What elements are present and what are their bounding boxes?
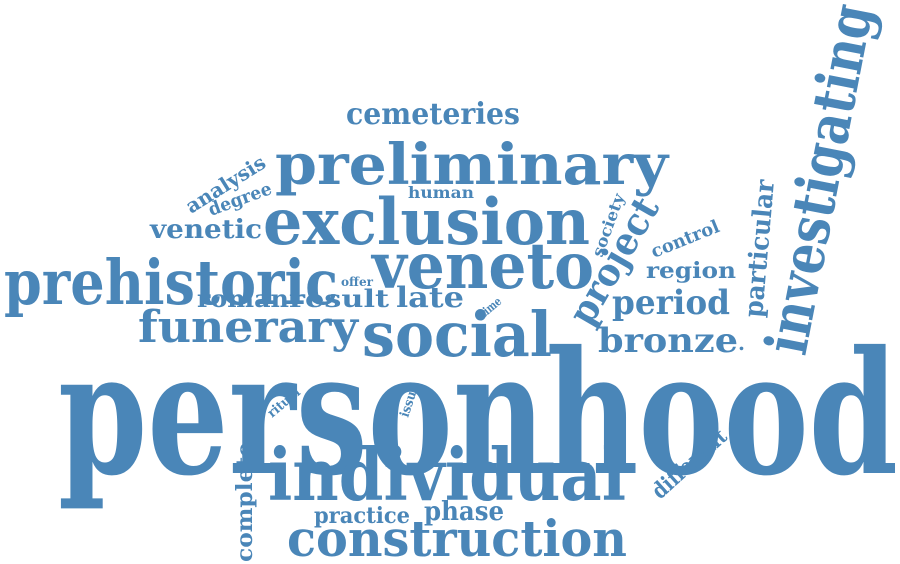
word-venetic: venetic [149, 215, 262, 245]
word-human: human [408, 183, 474, 202]
word-bronze: bronze [598, 321, 738, 361]
word-practice: practice [314, 503, 410, 529]
word-prehistoric: prehistoric [4, 246, 338, 319]
word-social: social [362, 298, 552, 371]
word-individual: individual [268, 432, 626, 517]
word-investigating: investigating [752, 0, 886, 360]
word-veneto: veneto [370, 229, 594, 304]
word-region: region [646, 258, 736, 284]
word-personhood: personhood [58, 314, 898, 514]
word-roman: roman [197, 284, 289, 313]
word-offer: offer [341, 275, 374, 289]
word-result: result [289, 284, 389, 313]
word-late: late [396, 281, 464, 314]
word-phase: phase [424, 497, 504, 527]
word-bronze-dot: . [738, 331, 745, 355]
word-exclusion: exclusion [263, 185, 590, 260]
word-cemeteries: cemeteries [346, 97, 520, 132]
word-period: period [612, 283, 730, 323]
word-complete: complete [232, 442, 258, 562]
word-funerary: funerary [138, 302, 359, 353]
word-construction: construction [287, 509, 627, 564]
word-preliminary: preliminary [275, 132, 670, 198]
